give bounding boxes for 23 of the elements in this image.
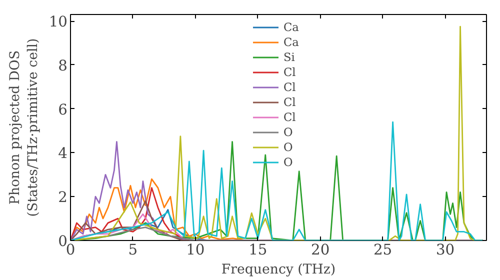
y-tick-label: 6 xyxy=(58,101,68,118)
y-axis-title: Phonon projected DOS (States/THz·primitive cell) xyxy=(8,38,41,217)
legend-label: Cl xyxy=(284,110,297,124)
legend-label: Cl xyxy=(284,65,297,79)
x-tick-label: 30 xyxy=(436,242,455,258)
x-tick-label: 10 xyxy=(186,242,205,258)
y-tick-label: 8 xyxy=(58,57,68,74)
x-tick-label: 25 xyxy=(373,242,392,258)
legend-label: Cl xyxy=(284,80,297,94)
x-tick-label: 5 xyxy=(128,242,138,258)
y-tick-label: 2 xyxy=(58,189,68,206)
legend-label: O xyxy=(284,125,294,139)
x-axis-title: Frequency (THz) xyxy=(221,262,336,278)
legend-label: O xyxy=(284,140,294,154)
legend-label: Ca xyxy=(284,35,300,49)
x-tick-label: 20 xyxy=(311,242,330,258)
legend-label: O xyxy=(284,155,294,169)
y-tick-label: 10 xyxy=(48,14,68,31)
legend-label: Cl xyxy=(284,95,297,109)
legend-label: Ca xyxy=(284,20,300,34)
legend-label: Si xyxy=(284,50,296,64)
y-tick-label: 4 xyxy=(58,145,68,162)
x-tick-label: 15 xyxy=(248,242,268,258)
